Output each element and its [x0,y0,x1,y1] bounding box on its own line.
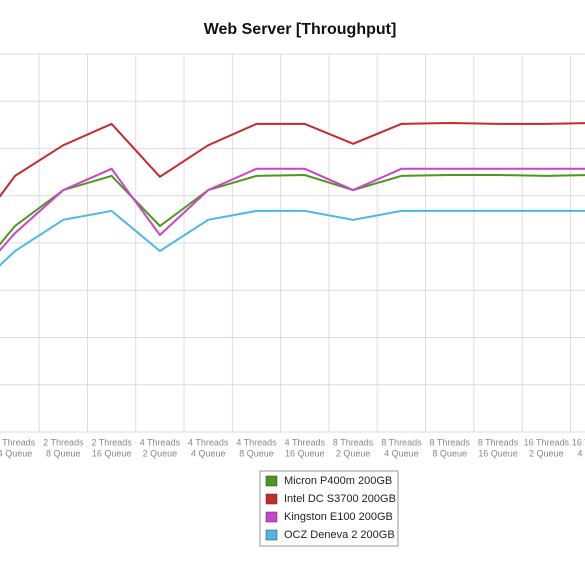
series-line [0,209,585,267]
x-tick-label: 8 Threads [430,437,471,447]
chart-title: Web Server [Throughput] [204,21,397,38]
series-line [0,167,585,252]
legend-swatch [265,493,278,505]
x-tick-label: 2 Queue [336,448,371,458]
x-tick-label: 2 Threads [43,437,84,447]
x-tick-label: 16 Queue [285,448,325,458]
x-tick-label: 2 Threads [0,437,36,447]
legend-label: Intel DC S3700 200GB [284,493,396,505]
x-tick-label: 4 Threads [188,437,229,447]
x-tick-label: 8 Threads [333,437,374,447]
legend-label: OCZ Deneva 2 200GB [284,529,395,541]
x-tick-label: 4 Threads [140,437,181,447]
x-tick-label: 8 Threads [478,437,519,447]
x-tick-label: 16 Threads [524,437,570,447]
x-tick-label: 8 Queue [46,448,81,458]
x-tick-label: 8 Threads [381,437,422,447]
x-tick-label: 16 Queue [92,448,132,458]
x-tick-label: 4 Threads [285,437,326,447]
x-tick-label: 4 Queue [0,448,32,458]
x-tick-label: 16 Queue [478,448,518,458]
x-tick-label: 2 Threads [91,437,132,447]
x-tick-label: 4 Threads [236,437,277,447]
series-line [0,173,585,246]
x-tick-label: 4 Queue [577,448,585,458]
x-tick-label: 8 Queue [239,448,274,458]
legend-swatch [265,529,278,541]
legend [259,470,399,547]
x-tick-label: 8 Queue [432,448,467,458]
x-tick-label: 2 Queue [529,448,564,458]
series-line [0,121,585,198]
x-tick-label: 16 Threads [572,437,585,447]
legend-label: Micron P400m 200GB [284,475,392,487]
legend-label: Kingston E100 200GB [284,511,393,523]
x-tick-label: 4 Queue [384,448,419,458]
x-tick-label: 2 Queue [143,448,178,458]
legend-swatch [265,475,278,487]
legend-swatch [265,511,278,523]
x-tick-label: 4 Queue [191,448,226,458]
